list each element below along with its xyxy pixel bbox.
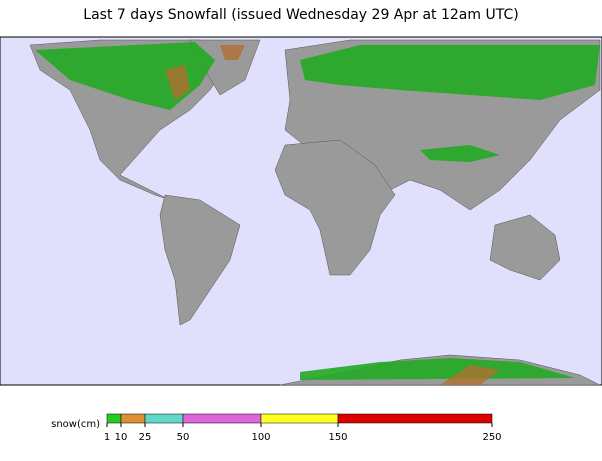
colorbar-tick-label: 100 bbox=[251, 432, 270, 443]
africa bbox=[274, 139, 396, 276]
colorbar-tick-label: 1 bbox=[104, 432, 110, 443]
legend-label: snow(cm) bbox=[51, 419, 100, 430]
colorbar-segment bbox=[260, 413, 339, 424]
colorbar-segment bbox=[120, 413, 146, 424]
snow-greenland bbox=[220, 45, 245, 60]
legend: snow(cm) 1 10 25 50 100 150 250 bbox=[51, 413, 502, 443]
snow-heavy bbox=[165, 45, 500, 385]
south-america bbox=[159, 194, 241, 326]
colorbar-segment bbox=[144, 413, 184, 424]
snow-quebec bbox=[165, 65, 190, 100]
map-title: Last 7 days Snowfall (issued Wednesday 2… bbox=[83, 7, 518, 23]
snow-antarctica-heavy bbox=[440, 365, 500, 385]
colorbar-segment bbox=[182, 413, 262, 424]
colorbar-tick-label: 250 bbox=[482, 432, 501, 443]
snow-eurasia bbox=[300, 45, 600, 100]
colorbar-tick-label: 10 bbox=[115, 432, 128, 443]
snow-tibet bbox=[420, 145, 500, 162]
snow-north-america bbox=[35, 42, 215, 110]
colorbar-segment bbox=[337, 413, 493, 424]
snow-cover bbox=[35, 42, 600, 380]
australia bbox=[489, 214, 561, 281]
snow-antarctica bbox=[300, 358, 575, 380]
colorbar-tick-label: 25 bbox=[139, 432, 152, 443]
colorbar-segment bbox=[106, 413, 122, 424]
colorbar-tick-label: 150 bbox=[328, 432, 347, 443]
map bbox=[0, 36, 602, 386]
colorbar-tick-label: 50 bbox=[177, 432, 190, 443]
